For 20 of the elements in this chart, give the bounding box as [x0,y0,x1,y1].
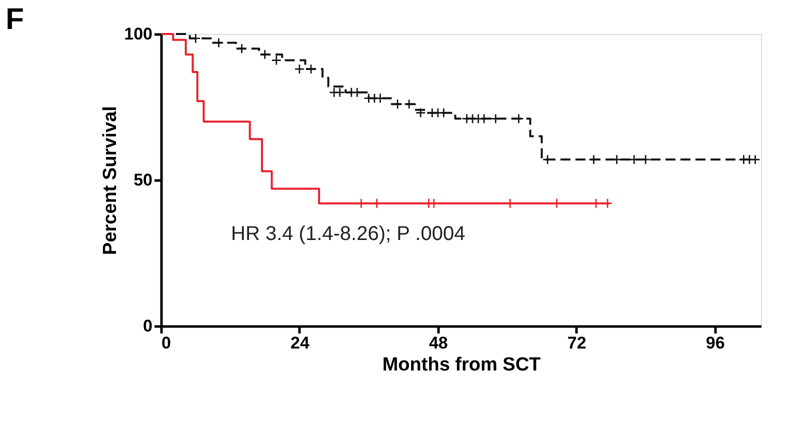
annotation: HR 3.4 (1.4-8.26); P .0004 [231,223,466,245]
x-tick-label: 0 [162,334,171,352]
y-axis-title: Percent Survival [100,106,122,255]
y-tick-label: 0 [143,316,152,336]
x-tick-label: 24 [290,334,310,352]
x-tick-label: 48 [428,334,448,352]
x-axis-title: Months from SCT [382,354,542,376]
point [352,88,362,97]
point [404,100,414,109]
x-tick-label: 72 [567,334,586,352]
point [272,56,281,65]
point [416,108,426,118]
point [393,100,402,109]
y-tick-label: 100 [124,24,152,44]
chart-title: F [6,3,24,36]
y-tick-label: 50 [134,170,152,190]
x-tick-label: 96 [706,334,725,352]
point [335,88,344,97]
point [237,44,246,54]
point [750,155,760,164]
